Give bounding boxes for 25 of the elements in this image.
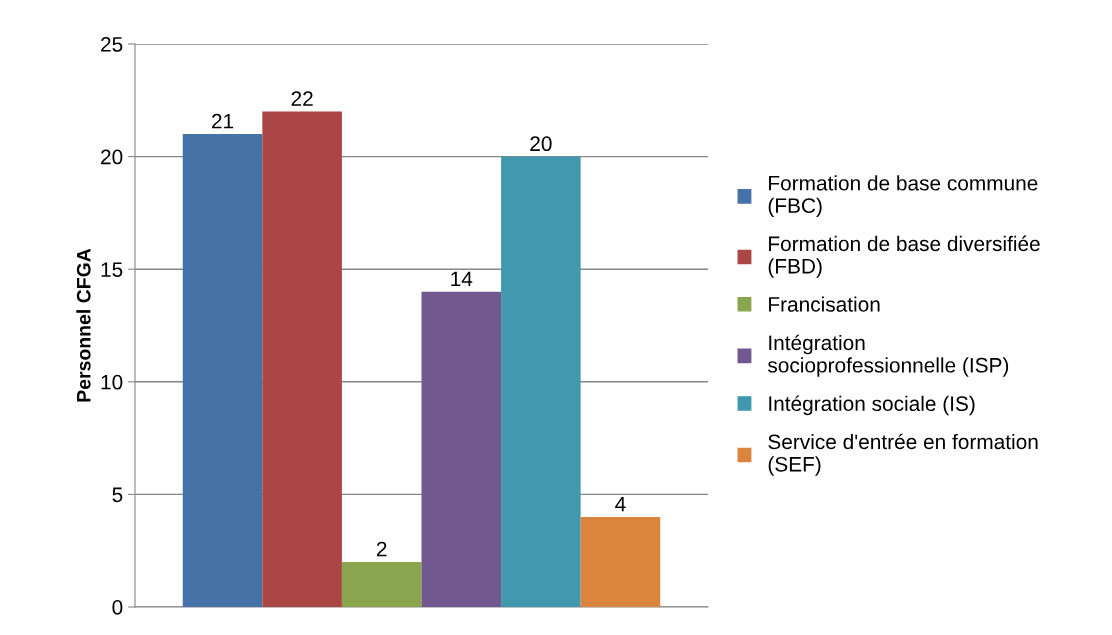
data-label: 4 [615,496,626,512]
y-tick-label: 5 [112,487,123,503]
y-tick-label: 15 [101,262,123,277]
data-label: 22 [291,91,313,106]
legend-label: Francisation [769,296,880,312]
y-axis-title: Personnel CFGA [76,248,91,402]
data-label: 21 [212,113,234,129]
bar [182,134,263,607]
data-label: 20 [530,136,552,152]
legend-label: Service d'entrée en formation (SEF) [768,433,1038,476]
legend-label: Intégration socioprofessionnelle (ISP) [767,334,1009,377]
data-label: 2 [376,541,387,557]
y-tick-label: 20 [101,149,123,165]
data-label: 14 [451,271,473,287]
y-tick-label: 25 [101,37,123,52]
bar [341,561,422,607]
legend-label: Intégration sociale (IS) [769,395,975,416]
legend-label: Formation de base commune (FBC) [768,175,1038,218]
y-tick-label: 10 [101,374,123,390]
bar [580,516,661,607]
bar [262,111,342,607]
y-tick-label: 0 [112,600,123,615]
legend-label: Formation de base diversifiée (FBD) [768,235,1040,278]
bar [501,156,581,607]
bar [421,291,502,607]
